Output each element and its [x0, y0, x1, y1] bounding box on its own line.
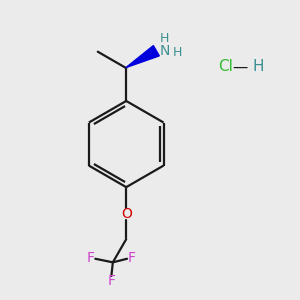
Text: F: F — [128, 251, 136, 265]
Text: H: H — [253, 59, 264, 74]
Text: H: H — [160, 32, 169, 45]
Text: F: F — [107, 274, 116, 288]
Text: H: H — [172, 46, 182, 59]
Text: Cl: Cl — [218, 59, 233, 74]
Text: O: O — [121, 207, 132, 221]
Polygon shape — [126, 46, 159, 68]
Text: F: F — [87, 251, 94, 265]
Text: N: N — [160, 44, 170, 58]
Text: —: — — [232, 60, 248, 75]
